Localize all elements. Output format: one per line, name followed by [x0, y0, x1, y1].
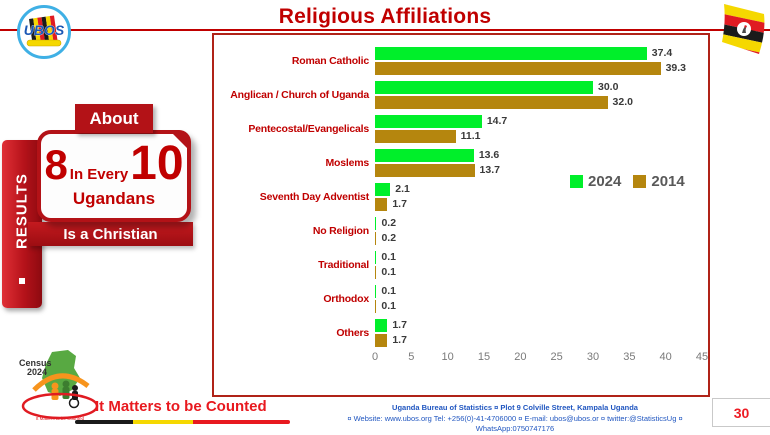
x-tick-label: 25	[550, 351, 563, 363]
results-ribbon-bullet	[19, 278, 25, 284]
value-label: 0.1	[381, 285, 396, 297]
legend-label: 2024	[588, 173, 622, 190]
census-logo-people	[51, 380, 80, 409]
bar-2014	[375, 334, 388, 347]
bar-2014	[375, 198, 388, 211]
value-label: 13.7	[479, 164, 500, 176]
tricolor-black-segment	[75, 420, 134, 424]
stat-row: 8 In Every 10	[41, 140, 187, 188]
chart-legend: 2024 2014	[570, 173, 685, 190]
category-label: Roman Catholic	[291, 55, 369, 67]
tricolor-yellow-segment	[133, 420, 194, 424]
bar-2014	[375, 62, 661, 75]
results-ribbon-label: RESULTS	[13, 173, 31, 249]
category-label: Seventh Day Adventist	[259, 191, 369, 203]
value-label: 1.7	[392, 334, 407, 346]
value-label: 30.0	[598, 81, 619, 93]
bar-2024	[375, 251, 377, 264]
category-label: Anglican / Church of Uganda	[230, 89, 369, 101]
ubos-logo-stripes	[29, 15, 58, 45]
value-label: 39.3	[665, 62, 687, 74]
chart-panel: Roman Catholic 37.4 39.3 Anglican / Church …	[212, 33, 710, 397]
chart-plot: Roman Catholic 37.4 39.3 Anglican / Church …	[214, 35, 708, 395]
category-label: Pentecostal/Evangelicals	[248, 123, 369, 135]
uganda-flag-icon	[722, 4, 765, 54]
x-tick-label: 40	[659, 351, 672, 363]
bar-2014	[375, 130, 456, 143]
value-label: 1.7	[392, 319, 407, 331]
x-tick-label: 35	[623, 351, 636, 363]
tricolor-red-segment	[193, 420, 290, 424]
bar-2014	[375, 164, 475, 177]
bar-2024	[375, 115, 482, 128]
value-label: 1.7	[392, 198, 407, 210]
title-underline	[0, 29, 770, 31]
x-tick-label: 45	[695, 351, 709, 363]
x-tick-label: 5	[408, 351, 415, 363]
stat-middle-text: In Every	[69, 166, 129, 183]
bar-2024	[375, 285, 377, 298]
category-label: Orthodox	[323, 293, 369, 305]
footer-address-line1: Uganda Bureau of Statistics ¤ Plot 9 Col…	[392, 403, 638, 412]
christian-banner: Is a Christian	[28, 222, 193, 246]
value-label: 11.1	[460, 130, 481, 142]
census-logo-word: Census	[19, 358, 52, 368]
value-label: 0.1	[381, 251, 396, 263]
stat-subject: Ugandans	[72, 189, 156, 208]
category-label: Moslems	[325, 157, 369, 169]
uganda-tricolor-bar	[75, 420, 290, 424]
census-2024-logo-icon: Census 2024 It Matters to be Counted	[19, 350, 99, 421]
category-label: Others	[336, 327, 369, 339]
bar-2014	[375, 232, 377, 245]
stat-card: 8 In Every 10 Ugandans	[37, 130, 191, 222]
bar-2024	[375, 183, 391, 196]
x-tick-label: 10	[441, 351, 454, 363]
value-label: 32.0	[612, 96, 633, 108]
stat-number-left: 8	[44, 141, 68, 188]
value-label: 0.2	[381, 217, 397, 229]
page-number: 30	[712, 398, 770, 427]
value-label: 0.1	[381, 266, 396, 278]
category-label: Traditional	[318, 259, 369, 271]
value-label: 0.1	[381, 300, 396, 312]
ubos-logo-text: UBOS	[24, 22, 65, 38]
about-tab: About	[75, 104, 153, 133]
stat-number-right: 10	[130, 137, 184, 190]
legend-swatch-2014	[633, 175, 647, 188]
value-label: 2.1	[395, 183, 410, 195]
bar-2014	[375, 266, 377, 279]
bar-2024	[375, 149, 474, 162]
x-tick-label: 20	[514, 351, 527, 363]
value-label: 14.7	[486, 115, 508, 127]
legend-swatch-2024	[570, 175, 583, 188]
legend-label: 2014	[651, 173, 685, 190]
footer-address: Uganda Bureau of Statistics ¤ Plot 9 Col…	[315, 403, 715, 435]
bar-2024	[375, 81, 593, 94]
category-label: No Religion	[312, 225, 369, 237]
ubos-logo-icon: UBOS	[17, 5, 71, 59]
value-label: 0.2	[381, 232, 397, 244]
legend-item: 2014	[633, 173, 685, 190]
bar-2024	[375, 217, 377, 230]
slogan-text: It Matters to be Counted	[95, 398, 267, 415]
value-label: 13.6	[478, 149, 500, 161]
value-label: 37.4	[651, 47, 673, 59]
bar-2024	[375, 319, 388, 332]
bar-2014	[375, 96, 608, 109]
x-tick-label: 0	[371, 351, 379, 363]
footer-address-line2: ¤ Website: www.ubos.org Tel: +256(0)-41-…	[347, 413, 683, 434]
x-tick-label: 30	[586, 351, 600, 363]
x-tick-label: 15	[477, 351, 491, 363]
census-logo-year: 2024	[27, 367, 47, 377]
page-title: Religious Affiliations	[278, 5, 492, 28]
bar-2024	[375, 47, 647, 60]
bar-2014	[375, 300, 377, 313]
legend-item: 2024	[570, 173, 621, 190]
census-logo-tagline: It Matters to be Counted	[36, 416, 85, 421]
